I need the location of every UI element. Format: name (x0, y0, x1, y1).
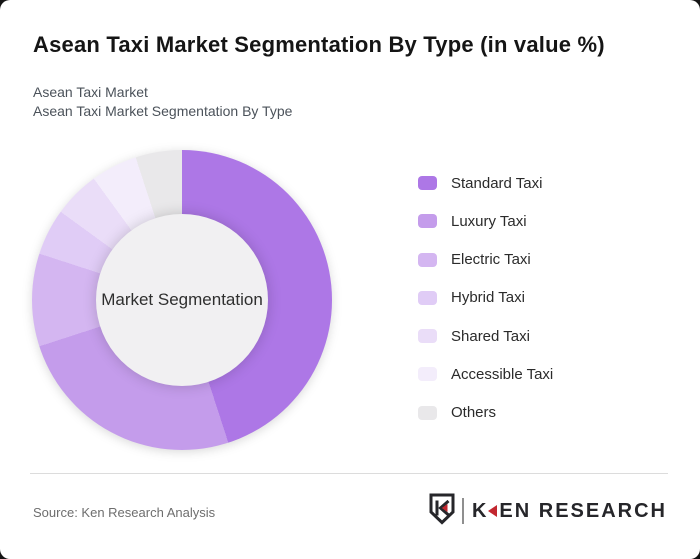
legend-swatch (418, 290, 437, 305)
legend-swatch (418, 329, 437, 344)
chart-title: Asean Taxi Market Segmentation By Type (… (33, 32, 605, 57)
red-triangle-icon (488, 505, 498, 517)
ken-research-shield-icon (428, 493, 456, 530)
legend-item: Others (418, 404, 553, 422)
legend-label: Electric Taxi (451, 251, 531, 269)
donut-center-circle: Market Segmentation (96, 214, 268, 386)
legend-label: Hybrid Taxi (451, 289, 525, 307)
legend-swatch (418, 367, 437, 382)
chart-subtitle: Asean Taxi Market Asean Taxi Market Segm… (33, 83, 292, 121)
legend-label: Luxury Taxi (451, 212, 527, 230)
subtitle-line-2: Asean Taxi Market Segmentation By Type (33, 103, 293, 119)
wordmark-rest: EN RESEARCH (499, 499, 667, 522)
legend: Standard Taxi Luxury Taxi Electric Taxi Hyb… (418, 174, 554, 444)
legend-item: Shared Taxi (418, 327, 553, 345)
legend-swatch (418, 405, 437, 420)
legend-label: Others (451, 404, 497, 422)
legend-item: Standard Taxi (418, 174, 553, 192)
footer-divider (30, 473, 668, 474)
legend-item: Electric Taxi (418, 251, 553, 269)
legend-swatch (418, 214, 437, 229)
ken-research-logo: K EN RESEARCH (428, 493, 667, 530)
donut-center-label: Market Segmentation (101, 290, 263, 309)
wordmark-first-letter: K (471, 499, 489, 522)
legend-item: Accessible Taxi (418, 365, 554, 383)
legend-swatch (418, 176, 437, 190)
legend-swatch (418, 252, 437, 267)
legend-item: Luxury Taxi (418, 212, 553, 230)
source-text: Source: Ken Research Analysis (33, 505, 216, 520)
legend-item: Hybrid Taxi (418, 289, 553, 307)
legend-label: Accessible Taxi (451, 365, 554, 383)
brand-wordmark: K EN RESEARCH (472, 500, 667, 523)
legend-label: Shared Taxi (451, 327, 530, 345)
donut-chart: Market Segmentation (32, 150, 332, 450)
subtitle-line-1: Asean Taxi Market (33, 84, 148, 100)
logo-divider (461, 498, 464, 524)
legend-label: Standard Taxi (451, 174, 543, 192)
